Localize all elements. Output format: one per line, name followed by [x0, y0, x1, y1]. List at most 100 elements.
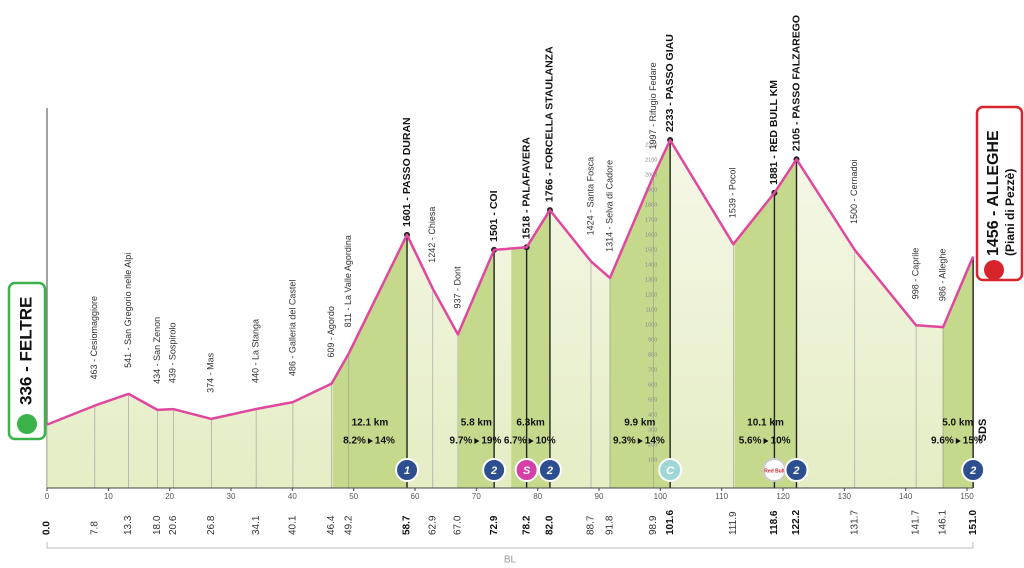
y-tick-label: 1600 [645, 232, 657, 238]
climb-avg: 6.7% [504, 436, 527, 447]
km-label: 101.6 [665, 510, 676, 535]
finish-label: 1456 - ALLEGHE [985, 130, 1002, 256]
waypoint-label: 1881 - RED BULL KM [768, 80, 780, 185]
climb-avg: 9.3% [613, 436, 636, 447]
badge [961, 458, 986, 482]
x-tick-label: 110 [715, 492, 728, 501]
y-tick-label: 300 [648, 427, 657, 433]
climb-avg: 8.2% [343, 436, 366, 447]
waypoint-label: 1501 - COI [488, 190, 500, 241]
gradient-arrow [528, 438, 534, 444]
km-label: 0.0 [42, 521, 53, 535]
waypoint-label: 374 - Mas [206, 352, 216, 393]
x-tick-label: 100 [654, 492, 668, 501]
badge-label: S [523, 465, 531, 477]
finish-note: (Piani di Pezzè) [1003, 169, 1017, 256]
start-label: 336 - FELTRE [16, 297, 35, 405]
waypoint-label: 1314 - Selva di Cadore [604, 160, 614, 252]
y-tick-label: 1500 [645, 247, 657, 253]
km-label: 72.9 [489, 515, 500, 535]
badge-label: 2 [490, 465, 497, 477]
km-label: 131.7 [849, 510, 860, 535]
x-tick-label: 140 [899, 492, 913, 501]
badge-label: Red Bull [764, 468, 785, 474]
waypoint-label: 937 - Dont [452, 266, 462, 309]
km-label: 146.1 [938, 510, 949, 535]
waypoint-label: 541 - San Gregorio nelle Alpi [123, 253, 133, 368]
km-label: 122.2 [791, 510, 802, 535]
badge [537, 458, 562, 482]
climb-max: 10% [771, 436, 791, 447]
x-tick-label: 0 [45, 492, 50, 501]
y-tick-label: 700 [648, 367, 657, 373]
waypoint-label: 486 - Galleria del Castel [287, 280, 297, 377]
gradient-arrow [763, 438, 769, 444]
climb-max: 19% [481, 436, 501, 447]
km-label: 40.1 [288, 515, 299, 535]
x-tick-label: 120 [776, 492, 790, 501]
km-label: 13.3 [123, 515, 134, 535]
x-tick-label: 10 [104, 492, 113, 501]
km-label: 20.6 [168, 515, 179, 535]
waypoint-label: 1242 - Chiesa [427, 207, 437, 263]
x-tick-label: 70 [472, 492, 481, 501]
profile-line [46, 138, 975, 426]
badge-label: 2 [792, 465, 799, 477]
x-tick-label: 40 [288, 492, 297, 501]
climb-max: 15% [963, 436, 983, 447]
km-label: 49.2 [343, 515, 354, 535]
waypoint-label: 1997 - Rifugio Fedare [648, 62, 658, 149]
km-label: 151.0 [968, 510, 979, 535]
y-tick-label: 1900 [645, 187, 657, 193]
waypoint-label: 439 - Sospirolo [168, 323, 178, 384]
km-label: 62.9 [427, 515, 438, 535]
y-tick-label: 1000 [645, 322, 657, 328]
y-tick-label: 500 [648, 397, 657, 403]
km-label: 26.8 [206, 515, 217, 535]
badge-label: 2 [969, 465, 976, 477]
y-tick-label: 2100 [645, 157, 657, 163]
x-tick-label: 50 [349, 492, 358, 501]
km-label: 82.0 [545, 515, 556, 535]
waypoint-label: 1518 - PALAFAVERA [520, 137, 532, 240]
gradient-arrow [367, 438, 373, 444]
gradient-arrow [637, 438, 643, 444]
x-tick-label: 80 [533, 492, 542, 501]
waypoint-label: 609 - Agordo [326, 306, 336, 358]
km-label: 141.7 [911, 510, 922, 535]
finish-box [975, 105, 1024, 282]
climb-max: 10% [536, 436, 556, 447]
y-tick-label: 900 [648, 337, 657, 343]
climb-length: 9.9 km [624, 418, 655, 429]
km-label: 7.8 [89, 521, 100, 535]
y-tick-label: 2200 [645, 142, 657, 148]
plot: 1002003004005006007008009001000110012001… [42, 15, 986, 535]
climb-length: 5.0 km [942, 418, 973, 429]
km-label: 67.0 [453, 515, 464, 535]
climb-avg: 9.7% [450, 436, 473, 447]
km-label: 88.7 [586, 515, 597, 535]
waypoint-label: 434 - San Zenon [152, 317, 162, 384]
y-tick-label: 1200 [645, 292, 657, 298]
climb-max: 14% [645, 436, 665, 447]
badge [482, 458, 507, 482]
waypoint-label: 811 - La Valle Agordina [343, 235, 353, 327]
y-tick-label: 2000 [645, 172, 657, 178]
badge [658, 458, 683, 482]
km-label: 46.4 [326, 515, 337, 535]
waypoint-label: 998 - Caprile [910, 248, 920, 300]
y-tick-label: 1700 [645, 217, 657, 223]
x-tick-label: 150 [960, 492, 974, 501]
waypoint-label: 440 - La Stanga [251, 319, 261, 383]
x-tick-label: 90 [595, 492, 604, 501]
waypoint-label: 1500 - Cernadoi [849, 159, 859, 224]
y-tick-label: 400 [648, 412, 657, 418]
start-icon [17, 414, 37, 434]
region-label: BL [504, 555, 517, 566]
x-tick-label: 60 [411, 492, 420, 501]
climb-length: 6.3km [516, 418, 544, 429]
km-label: 18.0 [152, 515, 163, 535]
km-label: 98.9 [648, 515, 659, 535]
badge [784, 458, 809, 482]
